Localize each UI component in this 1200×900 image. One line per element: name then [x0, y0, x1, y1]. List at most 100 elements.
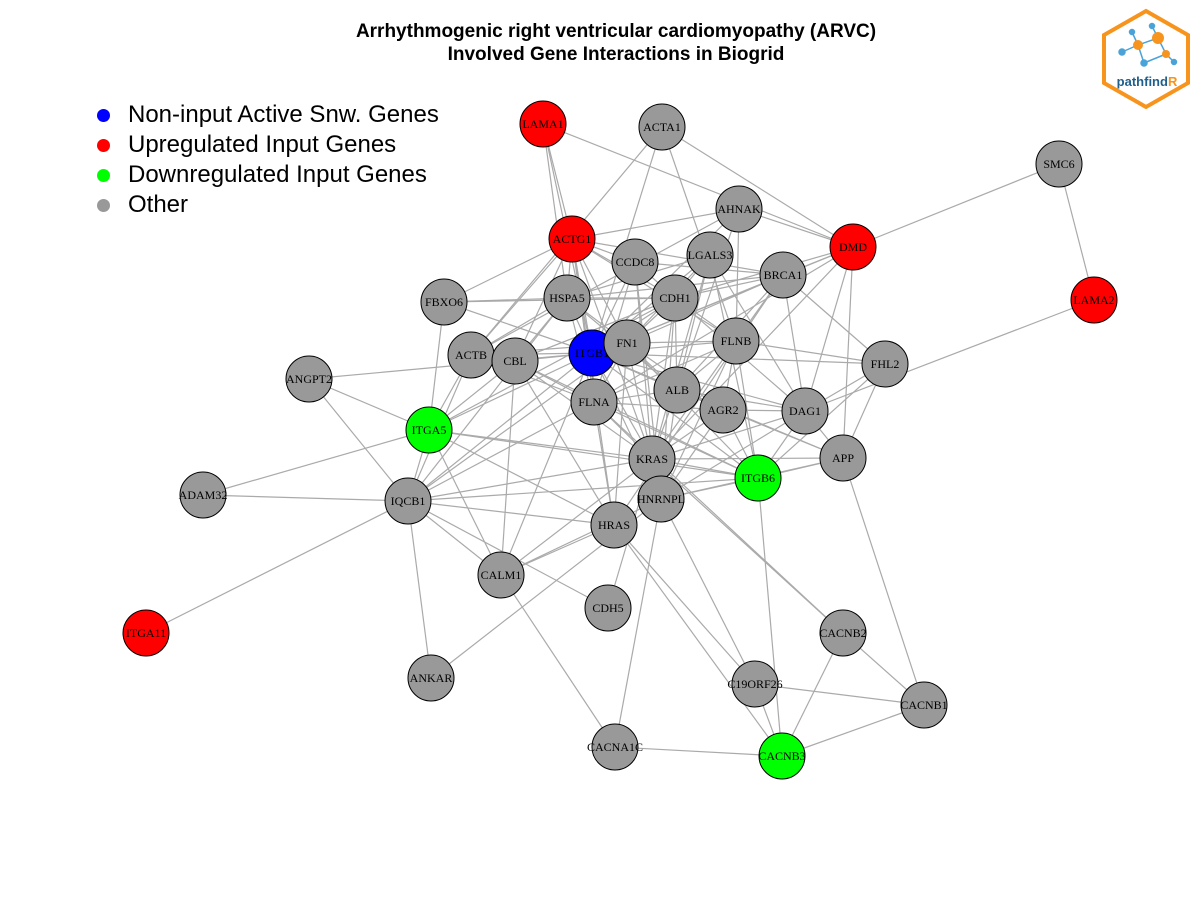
- node-label: CCDC8: [616, 255, 655, 269]
- node-brca1: BRCA1: [759, 251, 807, 299]
- node-circle: [584, 584, 632, 632]
- legend-item: Other: [97, 190, 439, 220]
- node-circle: [285, 355, 333, 403]
- node-label: CACNB3: [758, 749, 805, 763]
- edge-itgb6-iqcb1: [407, 477, 759, 502]
- edge-angpt2-iqcb1: [308, 378, 409, 502]
- edge-actg1-brca1: [571, 238, 784, 276]
- node-cacnb1: CACNB1: [900, 681, 948, 729]
- edge-app-cacnb1: [842, 457, 925, 706]
- node-label: FLNA: [578, 395, 610, 409]
- node-circle: [829, 223, 877, 271]
- edge-dag1-hnrnpl: [660, 410, 806, 500]
- node-circle: [179, 471, 227, 519]
- node-label: IQCB1: [391, 494, 426, 508]
- edge-cdh1-itga5: [428, 297, 676, 431]
- node-label: CALM1: [481, 568, 522, 582]
- edge-ahnak-actb: [470, 208, 740, 356]
- node-calm1: CALM1: [477, 551, 525, 599]
- edge-acta1-flnb: [661, 126, 737, 342]
- edge-lama1-hspa5: [542, 123, 568, 299]
- node-itgb1: ITGB1: [568, 329, 616, 377]
- edge-kras-iqcb1: [407, 458, 653, 502]
- node-label: BRCA1: [764, 268, 803, 282]
- edge-ahnak-alb: [676, 208, 740, 391]
- edge-adam32-iqcb1: [202, 494, 409, 502]
- edge-hnrnpl-c19orf26: [660, 498, 756, 685]
- node-label: DAG1: [789, 404, 821, 418]
- node-cdh5: CDH5: [584, 584, 632, 632]
- legend-label: Other: [128, 191, 189, 218]
- node-itgb6: ITGB6: [734, 454, 782, 502]
- node-cdh1: CDH1: [651, 274, 699, 322]
- legend-label: Downregulated Input Genes: [128, 161, 427, 188]
- node-circle: [781, 387, 829, 435]
- node-label: ITGA5: [412, 423, 447, 437]
- edge-flna-itgb6: [593, 401, 759, 479]
- logo-network-icon: [1118, 22, 1178, 67]
- node-label: CBL: [503, 354, 526, 368]
- node-ankar: ANKAR: [407, 654, 455, 702]
- node-hras: HRAS: [590, 501, 638, 549]
- node-label: SMC6: [1043, 157, 1074, 171]
- edge-cbl-cdh1: [514, 297, 676, 362]
- legend: Non-input Active Snw. Genes Upregulated I…: [97, 100, 439, 220]
- node-app: APP: [819, 434, 867, 482]
- node-label: LGALS3: [688, 248, 733, 262]
- edge-layer: [145, 123, 1095, 757]
- node-label: CACNB1: [900, 698, 947, 712]
- edge-dmd-dag1: [804, 246, 854, 412]
- node-circle: [861, 340, 909, 388]
- edge-fn1-hras: [613, 342, 628, 526]
- node-label: C19ORF26: [727, 677, 782, 691]
- node-circle: [420, 278, 468, 326]
- node-circle: [819, 609, 867, 657]
- node-label: CACNB2: [819, 626, 866, 640]
- edge-hras-c19orf26: [613, 524, 756, 685]
- node-label: HSPA5: [549, 291, 585, 305]
- node-circle: [491, 337, 539, 385]
- legend-dot: [97, 108, 110, 122]
- node-flnb: FLNB: [712, 317, 760, 365]
- title-line-1: Arrhythmogenic right ventricular cardiom…: [355, 21, 877, 42]
- legend-dot: [97, 198, 110, 212]
- edge-brca1-fn1: [626, 274, 784, 344]
- legend-label: Upregulated Input Genes: [128, 131, 397, 158]
- node-label: APP: [832, 451, 854, 465]
- node-label: ITGB1: [575, 346, 609, 360]
- edge-calm1-cacna1c: [500, 574, 616, 748]
- node-circle: [731, 660, 779, 708]
- node-dag1: DAG1: [781, 387, 829, 435]
- node-label: ACTG1: [553, 232, 592, 246]
- title-line-2: Involved Gene Interactions in Biogrid: [447, 44, 785, 65]
- edge-itga5-hras: [428, 429, 615, 526]
- node-lgals3: LGALS3: [686, 231, 734, 279]
- node-layer: LAMA1 ACTA1 SMC6 AHNAK ACTG1 DMD CCDC8 LGALS3 BR…: [122, 100, 1118, 780]
- node-circle: [759, 251, 807, 299]
- edge-lgals3-itgb6: [709, 254, 759, 479]
- node-circle: [734, 454, 782, 502]
- legend-label: Non-input Active Snw. Genes: [128, 101, 439, 128]
- node-circle: [384, 477, 432, 525]
- node-circle: [637, 475, 685, 523]
- legend-item: Downregulated Input Genes: [97, 160, 439, 190]
- node-label: ACTA1: [643, 120, 681, 134]
- node-circle: [638, 103, 686, 151]
- edge-c19orf26-cacnb1: [754, 683, 925, 706]
- edge-acta1-dmd: [661, 126, 854, 248]
- node-circle: [653, 366, 701, 414]
- node-fn1: FN1: [603, 319, 651, 367]
- node-cacnb3: CACNB3: [758, 732, 806, 780]
- node-circle: [1070, 276, 1118, 324]
- node-smc6: SMC6: [1035, 140, 1083, 188]
- edge-kras-cacnb2: [651, 458, 844, 634]
- node-acta1: ACTA1: [638, 103, 686, 151]
- node-circle: [699, 386, 747, 434]
- node-label: ITGB6: [741, 471, 775, 485]
- node-ccdc8: CCDC8: [611, 238, 659, 286]
- node-label: HRAS: [598, 518, 630, 532]
- node-hnrnpl: HNRNPL: [637, 475, 685, 523]
- node-cbl: CBL: [491, 337, 539, 385]
- node-fbxo6: FBXO6: [420, 278, 468, 326]
